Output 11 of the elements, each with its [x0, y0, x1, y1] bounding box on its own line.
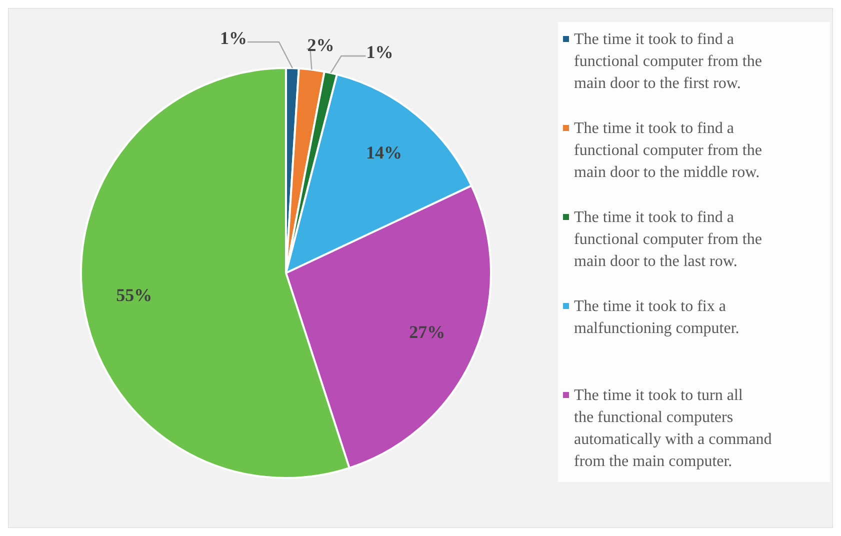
legend-label: The time it took to fix a malfunctioning computer. — [574, 298, 740, 337]
data-label: 14% — [366, 142, 402, 163]
legend-label: The time it took to find a functional computer from the main door to the middle row. — [574, 120, 762, 181]
legend-label: The time it took to turn all the functional computers automatically with a command from the main computer. — [574, 386, 772, 470]
data-label: 27% — [409, 322, 446, 342]
data-label: 55% — [116, 285, 152, 306]
data-label: 1% — [366, 42, 394, 62]
data-label: 1% — [220, 28, 247, 48]
legend-label: The time it took to find a functional computer from the main door to the first row. — [574, 30, 762, 92]
data-label: 2% — [307, 35, 334, 56]
legend-label: The time it took to find a functional computer from the main door to the last row. — [574, 208, 762, 270]
